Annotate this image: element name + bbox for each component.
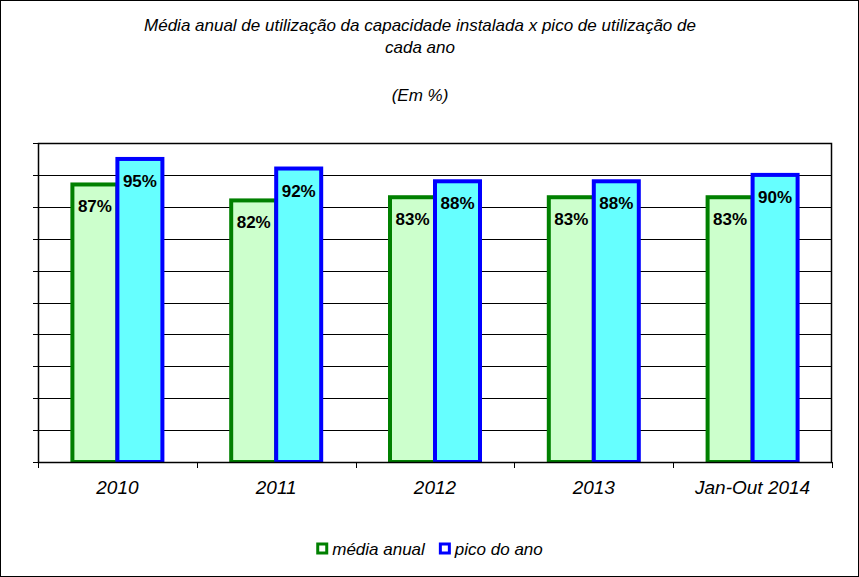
y-tick (33, 207, 38, 208)
data-label: 90% (758, 188, 792, 207)
bar (231, 200, 276, 462)
legend-label: média anual (332, 540, 426, 559)
bar (435, 181, 480, 462)
y-tick (33, 143, 38, 144)
y-tick (33, 334, 38, 335)
bar (117, 159, 162, 462)
legend: média anual pico do ano (318, 540, 543, 559)
x-axis: 2010 2011 2012 2013 Jan-Out 2014 (39, 462, 833, 498)
bar (708, 197, 753, 462)
category-separator (356, 462, 357, 468)
category-separator (832, 462, 833, 468)
data-label: 83% (554, 210, 588, 229)
bar (390, 197, 435, 462)
legend-label: pico do ano (454, 540, 543, 559)
y-tick (33, 271, 38, 272)
data-label: 92% (282, 182, 316, 201)
category-separator (673, 462, 674, 468)
category-separator (514, 462, 515, 468)
category-separator (38, 462, 39, 468)
data-label: 82% (237, 213, 271, 232)
legend-swatch (440, 544, 449, 553)
data-label: 88% (440, 194, 474, 213)
data-label: 87% (78, 197, 112, 216)
legend-swatch (318, 544, 327, 553)
y-tick (33, 239, 38, 240)
y-tick (33, 366, 38, 367)
data-label: 95% (123, 172, 157, 191)
x-tick-label: 2013 (572, 477, 616, 498)
bar (549, 197, 594, 462)
data-label: 88% (599, 194, 633, 213)
y-tick (33, 398, 38, 399)
data-labels: 87% 82% 83% 83% 83% 95% 92% 88% 88% 90% (78, 172, 792, 232)
data-label: 83% (713, 210, 747, 229)
grid (33, 144, 832, 463)
bar (276, 169, 321, 462)
bar (594, 181, 639, 462)
x-tick-label: 2011 (255, 477, 297, 498)
bar (72, 184, 117, 462)
y-tick (33, 462, 38, 463)
x-tick-label: 2010 (95, 477, 139, 498)
y-tick (33, 430, 38, 431)
data-label: 83% (395, 210, 429, 229)
bar (753, 175, 798, 462)
category-separator (197, 462, 198, 468)
y-tick (33, 303, 38, 304)
x-tick-label: Jan-Out 2014 (694, 477, 810, 498)
x-tick-label: 2012 (413, 477, 457, 498)
bars (72, 159, 797, 462)
y-tick (33, 175, 38, 176)
outer-frame (1, 1, 859, 577)
plot-frame (39, 144, 832, 463)
chart-subtitle: (Em %) (124, 86, 716, 106)
chart-title: Média anual de utilização da capacidade … (124, 15, 716, 59)
chart: 87%82%83%83%83%95%92%88%88%90%2010201120… (0, 0, 859, 577)
